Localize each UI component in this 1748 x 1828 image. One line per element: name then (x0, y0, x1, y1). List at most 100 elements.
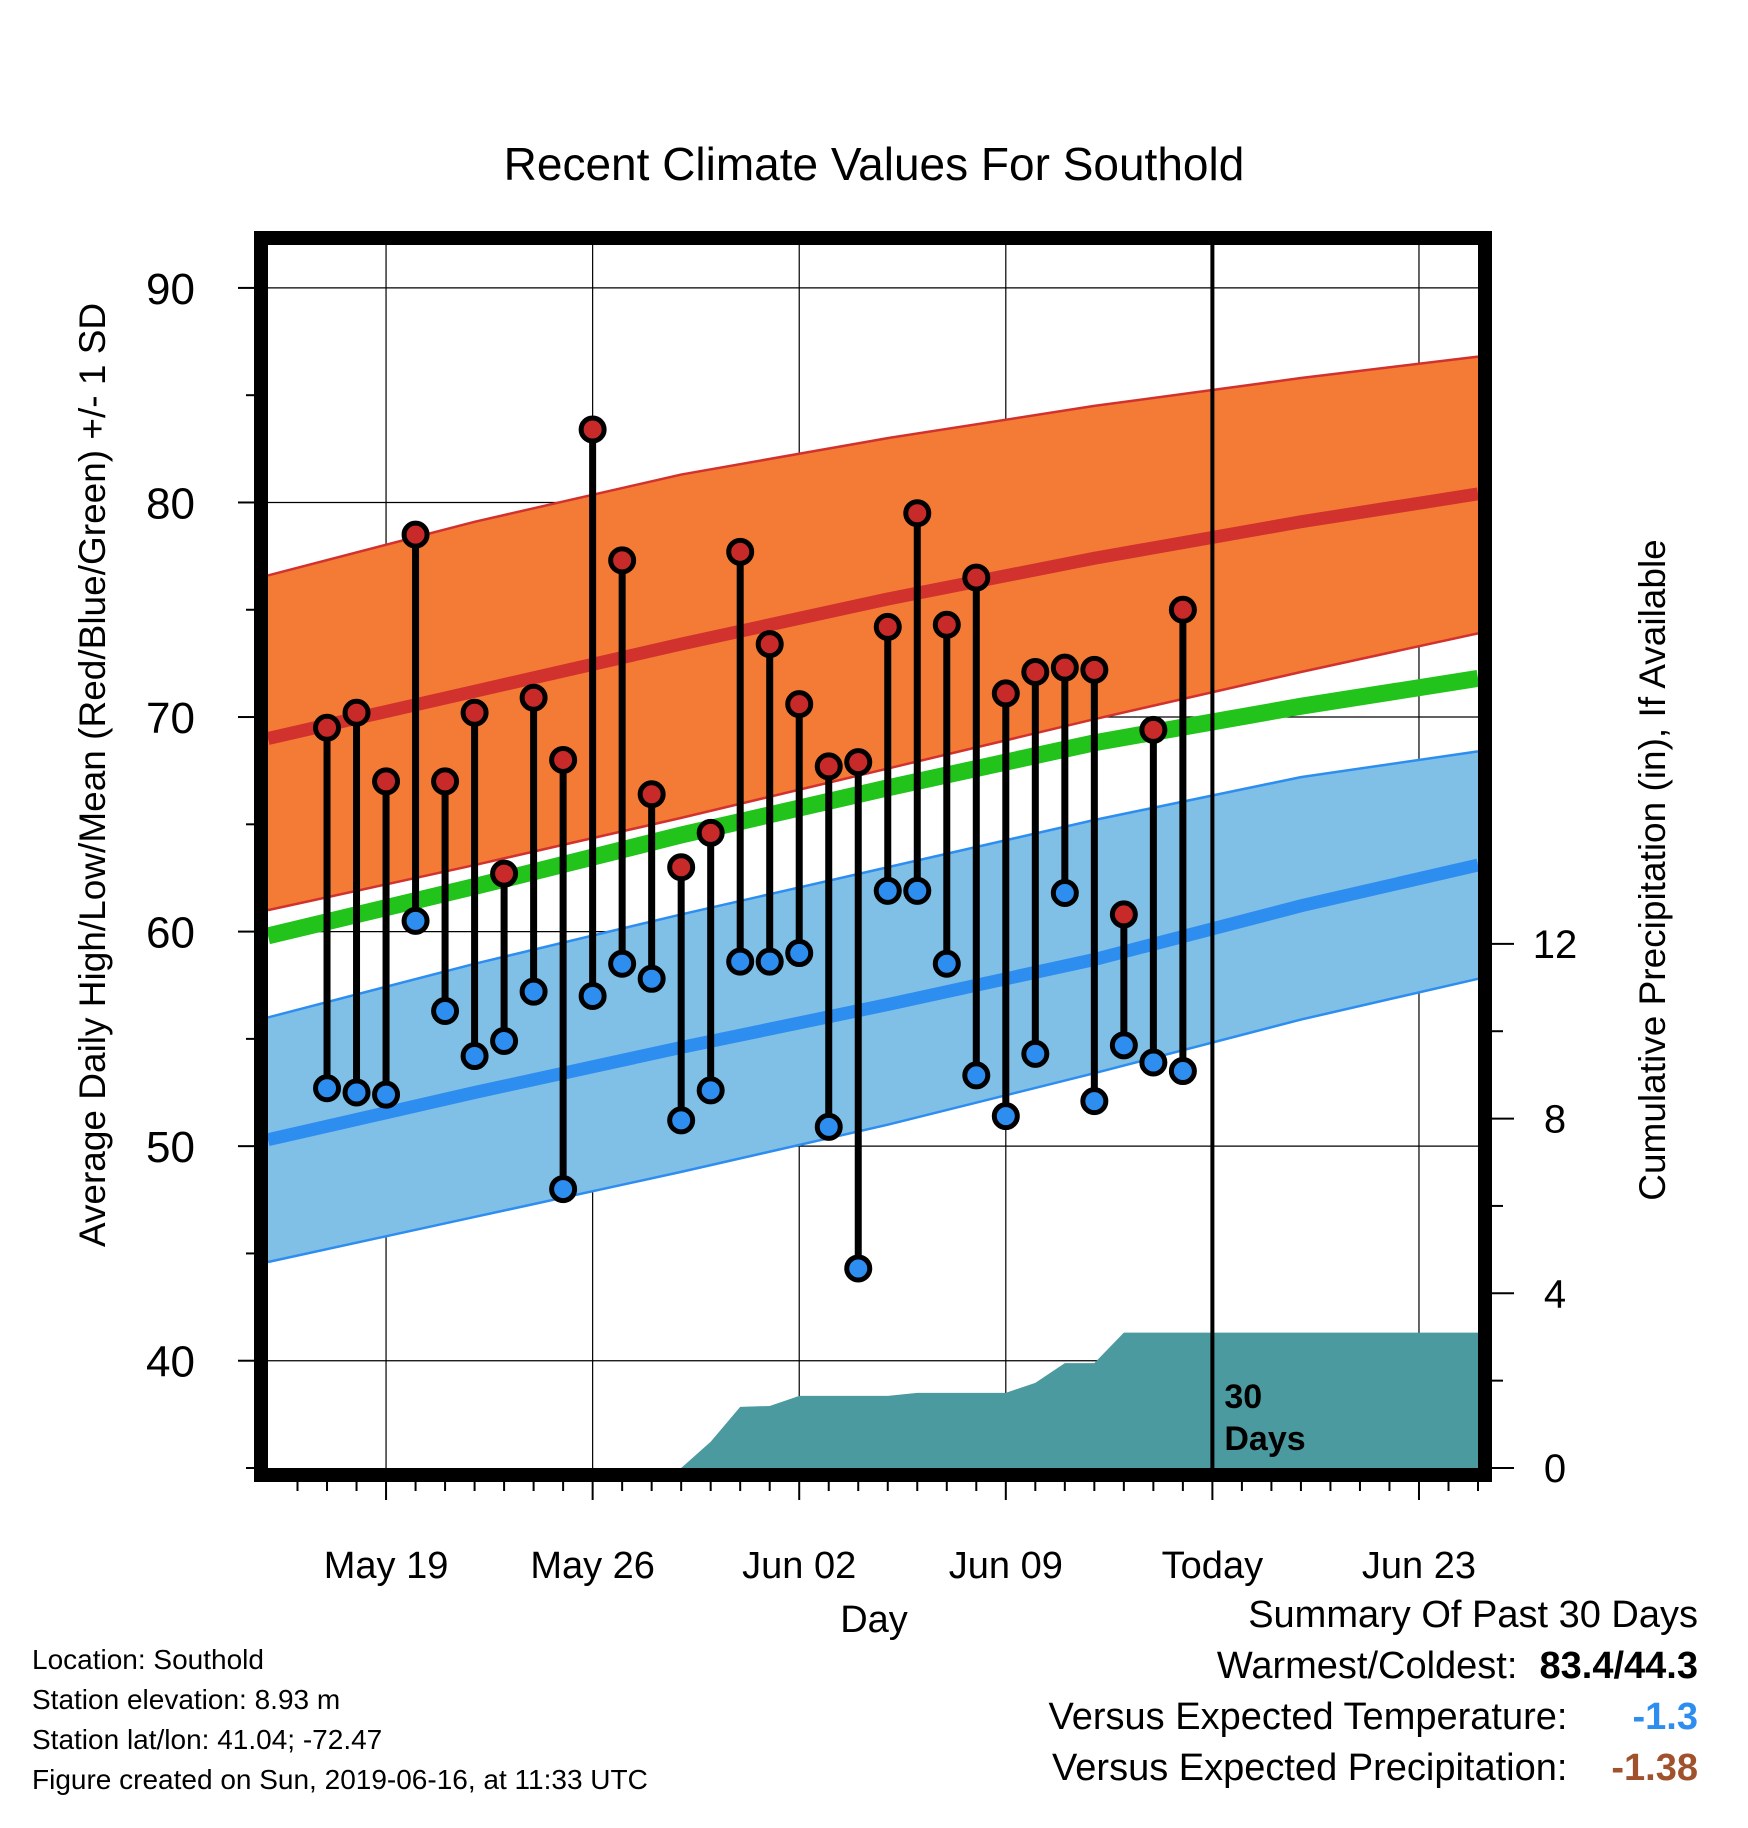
plot-frame (254, 231, 1492, 1482)
observed-high-point (1080, 655, 1109, 684)
observed-high-point (873, 612, 902, 641)
observed-low-point (1080, 1087, 1109, 1116)
temp-departure-label: Versus Expected Temperature: (1048, 1696, 1568, 1738)
observed-low-point (1109, 1031, 1138, 1060)
summary-precip-row: Versus Expected Precipitation: -1.38 (1052, 1747, 1698, 1790)
warmest-value: 83.4/44.3 (1539, 1645, 1698, 1687)
observed-low-point (991, 1102, 1020, 1131)
y2-tick-label: 8 (1544, 1098, 1566, 1142)
observed-high-point (490, 859, 519, 888)
x-tick-label: Today (1162, 1545, 1263, 1587)
observed-high-point (372, 767, 401, 796)
observed-low-point (637, 964, 666, 993)
observed-high-point (1050, 653, 1079, 682)
x-tick-label: Jun 02 (742, 1545, 856, 1587)
y-tick-label: 90 (146, 265, 195, 314)
observed-low-point (549, 1175, 578, 1204)
observed-low-point (313, 1074, 342, 1103)
observed-high-point (991, 679, 1020, 708)
y-axis-label: Average Daily High/Low/Mean (Red/Blue/Gr… (72, 303, 113, 1247)
observed-high-point (755, 630, 784, 659)
y-tick-label: 50 (146, 1123, 195, 1172)
observed-low-point (1050, 878, 1079, 907)
observed-high-point (726, 537, 755, 566)
observed-low-point (696, 1076, 725, 1105)
observed-low-point (608, 949, 637, 978)
observed-low-point (342, 1078, 371, 1107)
y-tick-label: 40 (146, 1338, 195, 1387)
observed-low-point (578, 981, 607, 1010)
observed-low-point (844, 1254, 873, 1283)
observed-low-point (726, 947, 755, 976)
observed-low-point (460, 1042, 489, 1071)
x-tick-label: Jun 23 (1362, 1545, 1476, 1587)
x-tick-label: May 26 (530, 1545, 655, 1587)
observed-low-point (490, 1027, 519, 1056)
today-label: 30 (1224, 1378, 1262, 1416)
observed-high-point (844, 748, 873, 777)
observed-high-point (578, 415, 607, 444)
warmest-label: Warmest/Coldest: (1216, 1645, 1518, 1687)
observed-high-point (1021, 657, 1050, 686)
plot-area: 30 Days 40 50 60 70 80 90 0 4 8 12 May 19 May 26 Jun 0… (146, 231, 1578, 1587)
observed-low-point (962, 1061, 991, 1090)
observed-high-point (1109, 900, 1138, 929)
today-label: Days (1224, 1420, 1305, 1458)
y2-tick-label: 0 (1544, 1447, 1566, 1491)
observed-low-point (667, 1106, 696, 1135)
observed-high-point (696, 818, 725, 847)
summary-heading: Summary Of Past 30 Days (1248, 1594, 1698, 1636)
y-tick-label: 80 (146, 479, 195, 528)
y2-tick-label: 4 (1544, 1272, 1566, 1316)
observed-high-point (401, 520, 430, 549)
observed-high-point (313, 713, 342, 742)
observed-low-point (903, 876, 932, 905)
observed-low-point (814, 1112, 843, 1141)
observed-high-point (431, 767, 460, 796)
precip-departure-value: -1.38 (1611, 1747, 1698, 1789)
y2-tick-label: 12 (1533, 923, 1578, 967)
summary-temp-row: Versus Expected Temperature: -1.3 (1049, 1696, 1698, 1739)
cumulative-precip-area (268, 1332, 1478, 1468)
observed-low-point (1168, 1057, 1197, 1086)
observed-low-point (1139, 1048, 1168, 1077)
normal-high-line (266, 487, 1480, 745)
observed-high-point (519, 683, 548, 712)
normal-low-line (266, 858, 1480, 1147)
observed-high-point (1139, 715, 1168, 744)
chart-title: Recent Climate Values For Southold (504, 138, 1245, 190)
observed-high-point (667, 853, 696, 882)
observed-low-point (1021, 1039, 1050, 1068)
observed-high-point (932, 610, 961, 639)
observed-low-point (785, 939, 814, 968)
station-info: Location: Southold Station elevation: 8.… (32, 1640, 648, 1800)
observed-low-point (755, 947, 784, 976)
elevation-text: Station elevation: 8.93 m (32, 1684, 341, 1715)
x-tick-label: Jun 09 (949, 1545, 1063, 1587)
y-tick-label: 60 (146, 909, 195, 958)
created-text: Figure created on Sun, 2019-06-16, at 11… (32, 1764, 648, 1795)
observed-low-point (372, 1080, 401, 1109)
observed-low-point (431, 996, 460, 1025)
observed-high-point (608, 546, 637, 575)
summary-warmest-row: Warmest/Coldest: 83.4/44.3 (1217, 1645, 1698, 1688)
y-tick-label: 70 (146, 694, 195, 743)
x-tick-label: May 19 (324, 1545, 449, 1587)
observed-high-point (814, 752, 843, 781)
observed-high-point (903, 499, 932, 528)
latlon-text: Station lat/lon: 41.04; -72.47 (32, 1724, 383, 1755)
y2-axis-label: Cumulative Precipitation (in), If Availa… (1632, 539, 1673, 1201)
high-band-upper-edge (267, 355, 1479, 577)
observed-low-point (873, 876, 902, 905)
observed-high-point (549, 745, 578, 774)
precip-departure-label: Versus Expected Precipitation: (1052, 1747, 1568, 1789)
location-text: Location: Southold (32, 1644, 264, 1675)
observed-high-point (460, 698, 489, 727)
observed-low-point (401, 906, 430, 935)
observed-high-point (785, 690, 814, 719)
observed-low-point (932, 949, 961, 978)
observed-low-point (519, 977, 548, 1006)
observed-high-point (342, 698, 371, 727)
observed-high-point (1168, 595, 1197, 624)
